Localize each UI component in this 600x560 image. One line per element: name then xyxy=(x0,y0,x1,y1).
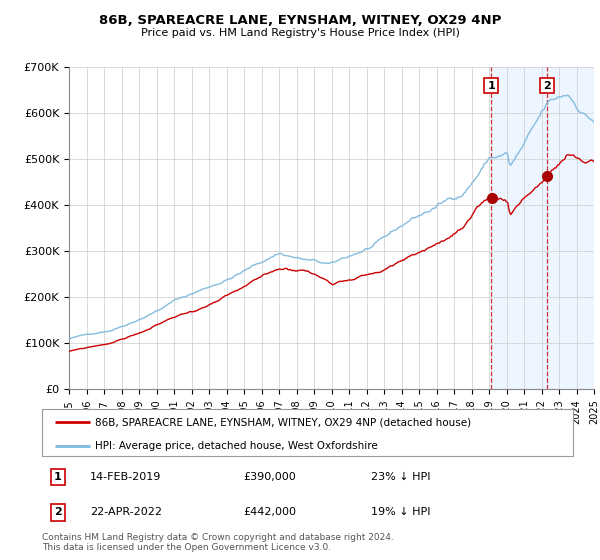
Text: £442,000: £442,000 xyxy=(244,507,297,517)
Text: 19% ↓ HPI: 19% ↓ HPI xyxy=(371,507,431,517)
Text: 1: 1 xyxy=(54,472,62,482)
Text: 2: 2 xyxy=(543,81,551,91)
Text: This data is licensed under the Open Government Licence v3.0.: This data is licensed under the Open Gov… xyxy=(42,543,331,552)
Text: 86B, SPAREACRE LANE, EYNSHAM, WITNEY, OX29 4NP (detached house): 86B, SPAREACRE LANE, EYNSHAM, WITNEY, OX… xyxy=(95,417,471,427)
Bar xyxy=(491,67,547,389)
Text: 14-FEB-2019: 14-FEB-2019 xyxy=(90,472,161,482)
Bar xyxy=(547,67,594,389)
Text: 23% ↓ HPI: 23% ↓ HPI xyxy=(371,472,431,482)
Text: 22-APR-2022: 22-APR-2022 xyxy=(90,507,162,517)
Text: £390,000: £390,000 xyxy=(244,472,296,482)
Text: Price paid vs. HM Land Registry's House Price Index (HPI): Price paid vs. HM Land Registry's House … xyxy=(140,28,460,38)
Text: 86B, SPAREACRE LANE, EYNSHAM, WITNEY, OX29 4NP: 86B, SPAREACRE LANE, EYNSHAM, WITNEY, OX… xyxy=(99,14,501,27)
FancyBboxPatch shape xyxy=(42,409,573,456)
Text: 2: 2 xyxy=(54,507,62,517)
Text: 1: 1 xyxy=(487,81,495,91)
Text: Contains HM Land Registry data © Crown copyright and database right 2024.: Contains HM Land Registry data © Crown c… xyxy=(42,533,394,542)
Text: HPI: Average price, detached house, West Oxfordshire: HPI: Average price, detached house, West… xyxy=(95,441,378,451)
